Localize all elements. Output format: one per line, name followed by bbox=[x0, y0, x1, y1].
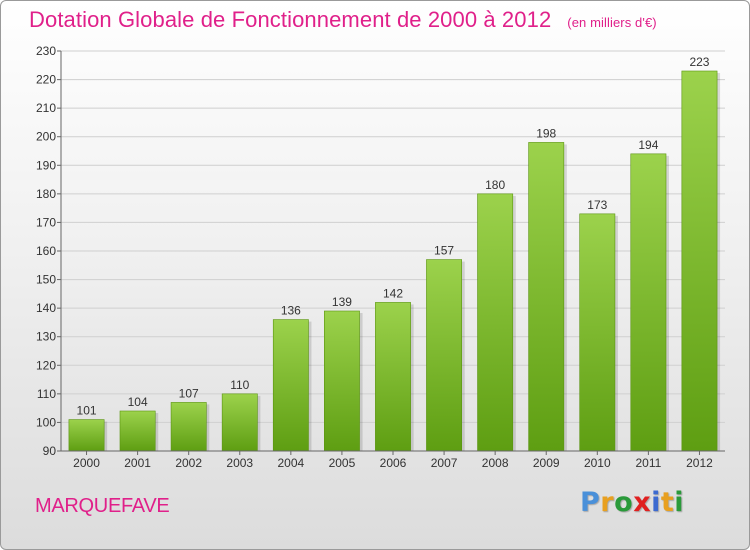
x-tick-label: 2002 bbox=[175, 456, 202, 470]
bar-value-label: 194 bbox=[638, 138, 658, 152]
y-tick-label: 210 bbox=[36, 101, 56, 115]
y-tick-label: 150 bbox=[36, 273, 56, 287]
bar-value-label: 139 bbox=[332, 295, 352, 309]
logo-letter: i bbox=[674, 487, 685, 518]
logo-letter: r bbox=[600, 487, 615, 518]
chart-title-text: Dotation Globale de Fonctionnement de 20… bbox=[29, 7, 552, 32]
bar bbox=[68, 419, 105, 452]
logo-letter: P bbox=[580, 487, 601, 518]
x-tick-label: 2000 bbox=[73, 456, 100, 470]
chart-title: Dotation Globale de Fonctionnement de 20… bbox=[29, 7, 657, 33]
bar bbox=[272, 319, 309, 452]
y-tick-label: 100 bbox=[36, 415, 56, 429]
x-tick-label: 2004 bbox=[277, 456, 304, 470]
y-tick-label: 90 bbox=[43, 444, 57, 458]
bar bbox=[119, 410, 156, 452]
bar-value-label: 157 bbox=[434, 244, 454, 258]
y-tick-label: 160 bbox=[36, 244, 56, 258]
y-tick-label: 220 bbox=[36, 73, 56, 87]
y-tick-label: 190 bbox=[36, 158, 56, 172]
bars: 101 104 107 110 136 139 142 157 180 198 173 194 223 bbox=[68, 55, 721, 452]
x-tick-label: 2010 bbox=[584, 456, 611, 470]
x-tick-label: 2008 bbox=[482, 456, 509, 470]
x-tick-label: 2007 bbox=[431, 456, 458, 470]
y-tick-label: 110 bbox=[37, 387, 56, 401]
y-tick-label: 120 bbox=[36, 358, 56, 372]
bar bbox=[375, 302, 411, 452]
bar-value-label: 142 bbox=[383, 286, 403, 300]
logo-letter: i bbox=[651, 487, 661, 518]
commune-name: MARQUEFAVE bbox=[35, 495, 170, 517]
proxiti-logo: Proxiti bbox=[580, 487, 684, 518]
x-tick-label: 2009 bbox=[533, 456, 560, 470]
x-tick-label: 2011 bbox=[635, 456, 661, 470]
logo-letter: t bbox=[660, 487, 675, 518]
bar bbox=[170, 402, 207, 452]
bar bbox=[221, 393, 258, 452]
bar bbox=[579, 213, 616, 452]
x-tick-label: 2001 bbox=[124, 456, 151, 470]
bar-value-label: 107 bbox=[179, 386, 199, 400]
bar-value-label: 173 bbox=[587, 198, 607, 212]
bar bbox=[477, 193, 514, 452]
bar bbox=[681, 70, 718, 452]
y-tick-label: 130 bbox=[36, 330, 56, 344]
bar-value-label: 198 bbox=[536, 126, 556, 140]
logo-letter: o bbox=[614, 487, 634, 518]
bar-value-label: 101 bbox=[77, 404, 97, 418]
bar-value-label: 223 bbox=[689, 55, 709, 69]
y-tick-label: 230 bbox=[36, 44, 56, 58]
y-tick-label: 170 bbox=[36, 215, 56, 229]
y-tick-label: 200 bbox=[36, 130, 56, 144]
bar-value-label: 104 bbox=[128, 395, 148, 409]
x-tick-label: 2005 bbox=[329, 456, 356, 470]
chart-unit: (en milliers d'€) bbox=[567, 15, 657, 30]
logo-letter: x bbox=[633, 487, 652, 518]
bar bbox=[426, 259, 462, 452]
bar bbox=[324, 310, 360, 452]
bar bbox=[528, 142, 565, 452]
x-tick-label: 2003 bbox=[226, 456, 253, 470]
bar-value-label: 136 bbox=[281, 304, 301, 318]
y-tick-label: 140 bbox=[36, 301, 56, 315]
y-tick-label: 180 bbox=[36, 187, 56, 201]
bar bbox=[630, 153, 667, 452]
bar-value-label: 180 bbox=[485, 178, 505, 192]
x-tick-label: 2006 bbox=[380, 456, 407, 470]
bar-value-label: 110 bbox=[230, 378, 249, 392]
x-tick-label: 2012 bbox=[686, 456, 713, 470]
axes: 90 100 110 120 130 140 150 160 170 180 190 200 210 22… bbox=[36, 44, 725, 470]
